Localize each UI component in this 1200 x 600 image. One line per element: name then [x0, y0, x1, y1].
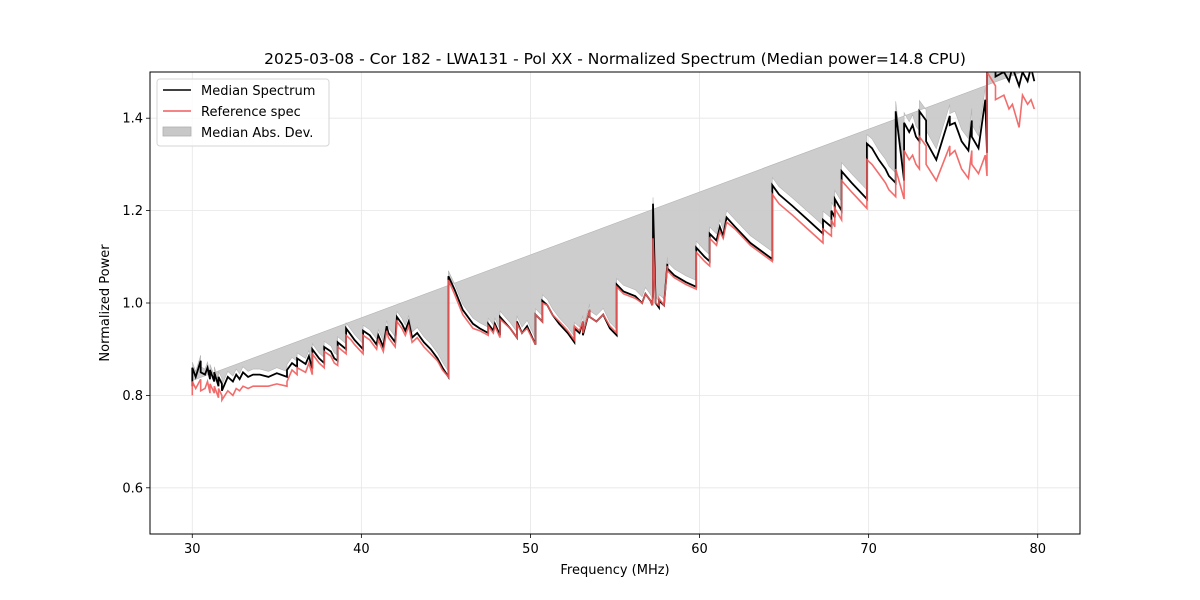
- mad-band: [192, 72, 1024, 386]
- reference-spectrum-line: [191, 72, 1036, 403]
- x-tick-label: 30: [184, 542, 201, 557]
- chart-title: 2025-03-08 - Cor 182 - LWA131 - Pol XX -…: [264, 50, 966, 68]
- x-tick-label: 50: [522, 542, 539, 557]
- y-axis-label: Normalized Power: [98, 244, 113, 362]
- legend-swatch-mad: [162, 126, 192, 137]
- x-tick-label: 70: [860, 542, 877, 557]
- ticks: 30 40 50 60 70 80 0.6 0.8 1.0 1.2 1.4: [122, 112, 1046, 557]
- y-tick-label: 1.2: [122, 204, 143, 219]
- legend-label-reference: Reference spec: [201, 105, 301, 120]
- plot-area: [191, 72, 1036, 403]
- y-tick-label: 0.8: [122, 389, 143, 404]
- x-tick-label: 40: [353, 542, 370, 557]
- legend-label-mad: Median Abs. Dev.: [201, 126, 313, 141]
- x-axis-label: Frequency (MHz): [560, 563, 669, 578]
- legend-box: [156, 78, 330, 147]
- y-tick-label: 1.0: [122, 297, 143, 312]
- y-tick-label: 0.6: [122, 481, 143, 496]
- legend: Median Spectrum Reference spec Median Ab…: [156, 78, 330, 147]
- x-tick-label: 80: [1029, 542, 1046, 557]
- legend-label-median: Median Spectrum: [201, 84, 315, 99]
- median-spectrum-line: [191, 72, 1036, 392]
- x-tick-label: 60: [691, 542, 708, 557]
- y-tick-label: 1.4: [122, 112, 143, 127]
